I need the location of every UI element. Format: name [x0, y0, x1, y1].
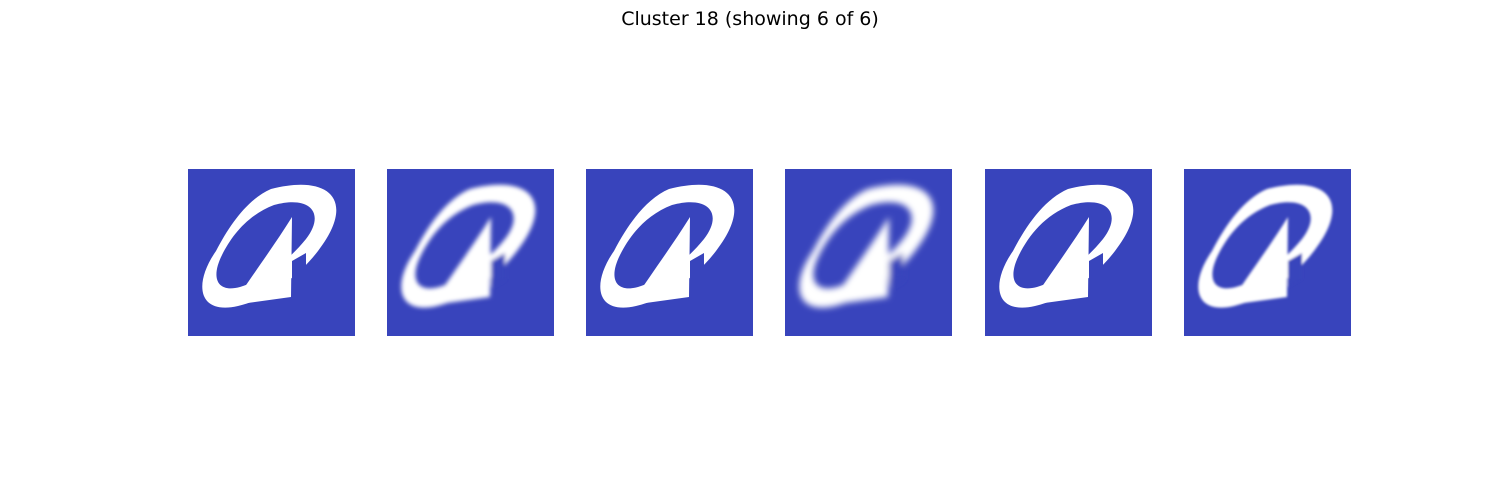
logo-blade-shape	[1229, 217, 1288, 305]
logo-blade-shape	[631, 217, 690, 305]
image-tile-3	[586, 169, 753, 336]
logo-blade-shape	[432, 217, 491, 305]
image-tile-1	[188, 169, 355, 336]
logo-notch-shape	[491, 253, 505, 287]
figure-title: Cluster 18 (showing 6 of 6)	[621, 8, 879, 30]
image-tile-4	[785, 169, 952, 336]
logo-notch-shape	[1288, 253, 1302, 287]
logo-icon	[1184, 169, 1351, 336]
logo-icon	[985, 169, 1152, 336]
logo-notch-shape	[889, 253, 903, 287]
image-tile-6	[1184, 169, 1351, 336]
logo-icon	[586, 169, 753, 336]
logo-notch-shape	[690, 253, 704, 287]
logo-blade-shape	[830, 217, 889, 305]
logo-icon	[785, 169, 952, 336]
logo-icon	[387, 169, 554, 336]
logo-notch-shape	[292, 253, 306, 287]
logo-notch-shape	[1089, 253, 1103, 287]
image-tile-2	[387, 169, 554, 336]
logo-blade-shape	[1030, 217, 1089, 305]
image-tile-5	[985, 169, 1152, 336]
logo-blade-shape	[233, 217, 292, 305]
logo-icon	[188, 169, 355, 336]
